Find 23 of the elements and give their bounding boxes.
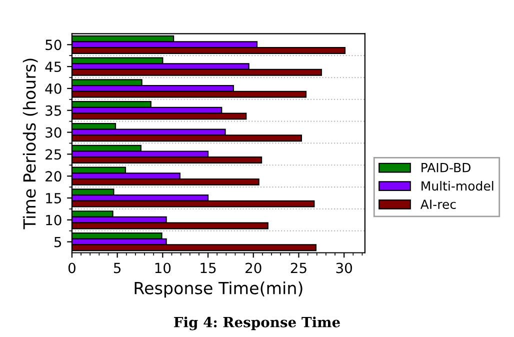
- y-axis-title: Time Periods (hours): [22, 58, 38, 230]
- y-tick-label: 50: [46, 40, 62, 50]
- x-axis-title: Response Time(min): [134, 281, 302, 298]
- x-tick-label: 20: [246, 262, 262, 274]
- legend-label: AI-rec: [420, 200, 456, 210]
- legend-label: PAID-BD: [422, 163, 470, 172]
- y-tick-label: 35: [46, 105, 62, 116]
- x-tick-label: 15: [200, 262, 216, 274]
- x-tick-label: 10: [155, 262, 171, 274]
- y-tick-label: 25: [46, 149, 62, 160]
- y-tick-label: 15: [46, 193, 62, 204]
- x-tick-label: 30: [336, 262, 352, 274]
- legend-label: Multi-model: [422, 180, 494, 191]
- y-tick-label: 45: [45, 62, 62, 72]
- y-tick-label: 10: [46, 214, 62, 226]
- y-tick-label: 5: [54, 236, 62, 248]
- x-tick-label: 25: [290, 262, 306, 274]
- x-tick-label: 0: [68, 262, 76, 274]
- y-tick-label: 20: [46, 171, 62, 182]
- x-tick-label: 5: [114, 262, 121, 274]
- caption: Fig 4: Response Time: [174, 316, 340, 330]
- y-tick-label: 40: [45, 83, 62, 94]
- y-tick-label: 30: [46, 127, 62, 138]
